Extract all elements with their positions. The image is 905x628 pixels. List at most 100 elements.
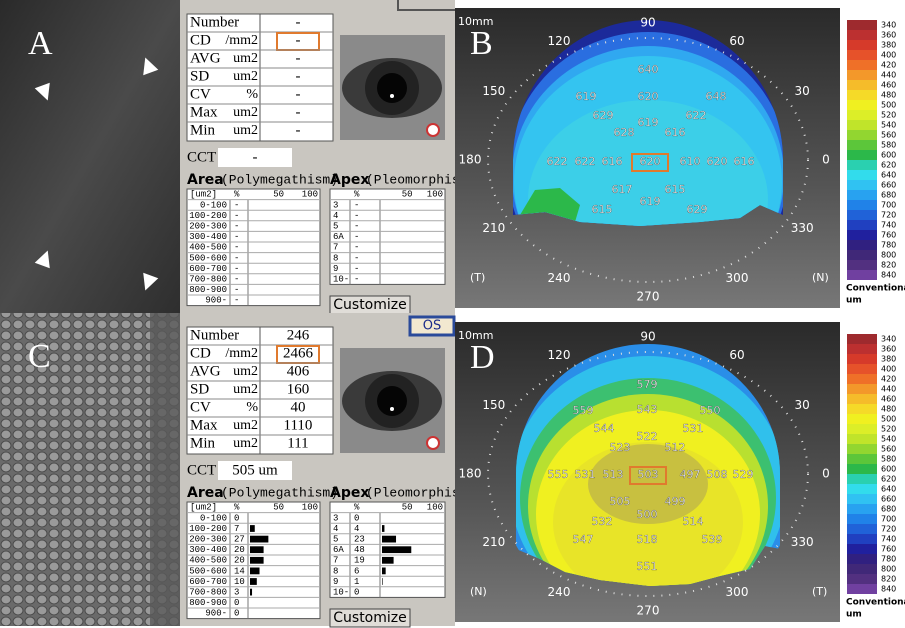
param-value: 1110 <box>284 417 313 433</box>
area-bin: 800-900 <box>189 285 227 295</box>
legend-swatch <box>847 574 877 584</box>
area-pct: - <box>234 285 239 295</box>
legend-label: 460 <box>881 395 896 404</box>
param-value: 2466 <box>283 345 314 361</box>
param-value: 111 <box>287 435 308 451</box>
area-pct: 0 <box>234 598 239 608</box>
param-unit: /mm2 <box>225 346 258 361</box>
pupil <box>377 73 407 103</box>
legend-swatch <box>847 20 877 30</box>
thickness-value: 617 <box>612 183 633 196</box>
thickness-value: 620 <box>638 90 659 103</box>
param-value: - <box>296 86 301 102</box>
area-bin: 500-600 <box>189 566 227 576</box>
legend-label: 740 <box>881 535 896 544</box>
legend-label: 660 <box>881 181 896 190</box>
area-bin: 0-100 <box>200 513 227 523</box>
legend-swatch <box>847 414 877 424</box>
reflection <box>390 94 394 98</box>
legend-label: 820 <box>881 575 896 584</box>
thickness-value: 531 <box>683 422 704 435</box>
apex-pct: 6 <box>354 566 359 576</box>
side-label: (T) <box>812 585 827 598</box>
apex-pct: - <box>354 264 359 274</box>
thickness-value: 500 <box>637 508 658 521</box>
area-pct: 20 <box>234 556 245 566</box>
angle-label: 210 <box>482 221 505 235</box>
apex-bin: 6A <box>333 232 344 242</box>
thickness-value: 622 <box>686 109 707 122</box>
param-unit: um2 <box>233 69 258 84</box>
apex-bin: 9 <box>333 264 338 274</box>
apex-bin: 5 <box>333 534 338 544</box>
param-label: SD <box>190 381 209 397</box>
param-label: CV <box>190 399 211 415</box>
thickness-value: 640 <box>638 63 659 76</box>
legend-swatch <box>847 140 877 150</box>
apex-pct: 23 <box>354 534 365 544</box>
apex-pct: 1 <box>354 577 359 587</box>
legend-title: Conventional <box>846 284 905 294</box>
param-unit: um2 <box>233 51 258 66</box>
thickness-value: 559 <box>573 404 594 417</box>
legend-swatch <box>847 30 877 40</box>
thickness-value: 616 <box>734 155 755 168</box>
apex-scale-label: 100 <box>427 190 443 200</box>
apex-bin: 3 <box>333 200 338 210</box>
area-pct: - <box>234 253 239 263</box>
angle-label: 300 <box>726 271 749 285</box>
param-unit: % <box>246 87 258 102</box>
param-value: - <box>296 104 301 120</box>
area-bar <box>250 546 264 553</box>
legend-swatch <box>847 180 877 190</box>
legend-label: 340 <box>881 21 896 30</box>
area-bar <box>250 536 268 543</box>
area-pct: - <box>234 264 239 274</box>
area-pct: 7 <box>234 524 239 534</box>
apex-bar <box>382 578 383 585</box>
legend-swatch <box>847 70 877 80</box>
param-value: 160 <box>287 381 310 397</box>
param-value: - <box>296 32 301 48</box>
thickness-value: 622 <box>575 155 596 168</box>
area-subtitle: (Polymegathism) <box>221 485 338 500</box>
legend-label: 360 <box>881 345 896 354</box>
image-shadow <box>150 313 180 626</box>
angle-label: 90 <box>640 16 655 30</box>
apex-pct: 4 <box>354 524 359 534</box>
area-bin: 500-600 <box>189 253 227 263</box>
area-pct-header: % <box>234 503 240 513</box>
legend-swatch <box>847 384 877 394</box>
legend-label: 440 <box>881 71 896 80</box>
param-label: Min <box>190 435 216 451</box>
legend-label: 560 <box>881 445 896 454</box>
panel-label: C <box>28 338 51 375</box>
area-pct: - <box>234 274 239 284</box>
legend-label: 600 <box>881 465 896 474</box>
thickness-value: 648 <box>706 90 727 103</box>
apex-pct: - <box>354 221 359 231</box>
legend-label: 500 <box>881 101 896 110</box>
apex-bin: 8 <box>333 566 338 576</box>
legend-swatch <box>847 150 877 160</box>
param-unit: um2 <box>233 436 258 451</box>
param-label: CD <box>190 345 211 361</box>
param-label: Max <box>190 104 218 120</box>
thickness-value: 616 <box>602 155 623 168</box>
area-pct: 20 <box>234 545 245 555</box>
apex-pct-header: % <box>354 503 360 513</box>
legend-label: 680 <box>881 505 896 514</box>
legend-swatch <box>847 424 877 434</box>
area-pct: 14 <box>234 566 245 576</box>
legend-swatch <box>847 344 877 354</box>
apex-pct: - <box>354 211 359 221</box>
param-unit: um2 <box>233 105 258 120</box>
apex-title: Apex <box>330 485 369 501</box>
customize-label: Customize <box>333 297 407 313</box>
legend-swatch <box>847 544 877 554</box>
param-unit: um2 <box>233 364 258 379</box>
angle-label: 330 <box>791 221 814 235</box>
thickness-value: 629 <box>687 203 708 216</box>
legend-swatch <box>847 444 877 454</box>
